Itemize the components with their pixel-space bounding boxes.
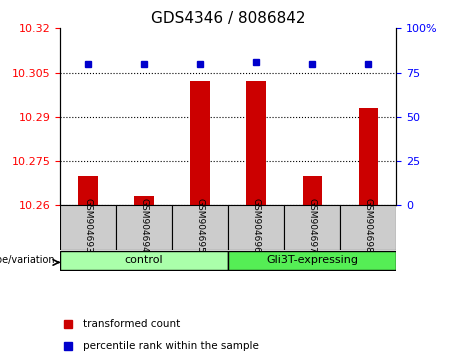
Bar bbox=[190, 81, 210, 205]
FancyBboxPatch shape bbox=[60, 251, 228, 270]
Bar bbox=[247, 81, 266, 205]
Text: Gli3T-expressing: Gli3T-expressing bbox=[266, 255, 358, 265]
Bar bbox=[134, 196, 154, 205]
FancyBboxPatch shape bbox=[172, 205, 228, 250]
Text: percentile rank within the sample: percentile rank within the sample bbox=[83, 341, 260, 350]
Text: transformed count: transformed count bbox=[83, 319, 181, 329]
Text: genotype/variation: genotype/variation bbox=[0, 255, 55, 265]
Text: GSM904697: GSM904697 bbox=[308, 198, 317, 253]
Text: GSM904695: GSM904695 bbox=[195, 198, 205, 253]
Title: GDS4346 / 8086842: GDS4346 / 8086842 bbox=[151, 11, 306, 26]
FancyBboxPatch shape bbox=[340, 205, 396, 250]
Bar bbox=[302, 176, 322, 205]
Text: GSM904698: GSM904698 bbox=[364, 198, 373, 253]
Text: GSM904694: GSM904694 bbox=[140, 198, 148, 253]
FancyBboxPatch shape bbox=[228, 205, 284, 250]
Text: GSM904696: GSM904696 bbox=[252, 198, 261, 253]
Text: GSM904693: GSM904693 bbox=[83, 198, 93, 253]
FancyBboxPatch shape bbox=[116, 205, 172, 250]
FancyBboxPatch shape bbox=[228, 251, 396, 270]
Bar bbox=[78, 176, 98, 205]
FancyBboxPatch shape bbox=[60, 205, 116, 250]
Bar bbox=[359, 108, 378, 205]
Text: control: control bbox=[125, 255, 163, 265]
FancyBboxPatch shape bbox=[284, 205, 340, 250]
